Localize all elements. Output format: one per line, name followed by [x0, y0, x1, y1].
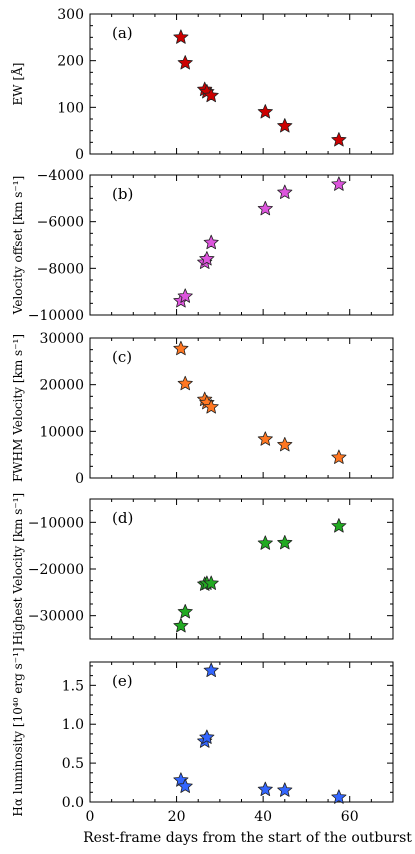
data-point-star	[203, 234, 219, 250]
y-tick-label: 1.5	[62, 678, 84, 694]
y-tick-label: 0	[75, 147, 84, 163]
y-tick-label: 200	[57, 54, 84, 70]
y-tick-label: −6000	[37, 215, 84, 231]
y-tick-label: 10000	[39, 424, 84, 440]
y-tick-label: 1.0	[62, 717, 84, 733]
data-point-star	[203, 575, 219, 590]
panel-label: (a)	[112, 24, 133, 42]
data-point-star	[331, 789, 347, 804]
data-point-star	[257, 200, 273, 216]
y-tick-label: −20000	[28, 562, 84, 578]
panel-b: −10000 −8000 −6000 −4000 Velocity offset [km…	[11, 168, 394, 324]
data-point-star	[257, 104, 273, 119]
y-tick-label: −10000	[28, 308, 84, 324]
y-axis-label: Hα luminosity [10⁴⁰ erg s⁻¹]	[11, 647, 25, 816]
y-axis-label: Highest Velocity [km s⁻¹]	[11, 493, 25, 645]
data-point-star	[277, 436, 293, 452]
y-tick-label: 30000	[39, 331, 84, 347]
panel-frame	[89, 337, 394, 479]
x-axis-label: Rest-frame days from the start of the ou…	[83, 830, 412, 846]
panel-frame	[89, 174, 394, 316]
data-point-star	[177, 604, 193, 619]
data-point-star	[331, 132, 347, 147]
data-point-star	[173, 618, 189, 633]
x-tick-label: 20	[168, 809, 186, 825]
data-point-star	[257, 535, 273, 550]
y-tick-label: −4000	[37, 168, 84, 184]
data-point-star	[331, 518, 347, 533]
panel-frame	[89, 498, 394, 640]
data-point-star	[173, 340, 189, 356]
x-tick-label: 40	[254, 809, 272, 825]
x-tick-label: 60	[341, 809, 359, 825]
data-point-star	[177, 375, 193, 391]
x-tick-label: 0	[86, 809, 95, 825]
panel-label: (b)	[112, 185, 133, 203]
data-point-star	[257, 781, 273, 797]
panel-e: 0.0 0.5 1.0 1.5 Hα luminosity [10⁴⁰ erg s⁻¹]…	[11, 647, 394, 825]
y-tick-label: 300	[57, 7, 84, 23]
panel-frame	[89, 661, 394, 803]
data-point-star	[257, 431, 273, 446]
data-point-star	[177, 288, 193, 303]
y-tick-label: −30000	[28, 609, 84, 625]
data-point-star	[199, 729, 215, 744]
y-tick-label: 0.5	[62, 756, 84, 772]
panel-label: (c)	[112, 348, 132, 366]
data-point-star	[199, 251, 215, 266]
y-axis-label: Velocity offset [km s⁻¹]	[11, 176, 25, 315]
panel-a: 0 100 200 300 EW [Å] (a)	[10, 7, 394, 163]
data-point-star	[203, 87, 219, 103]
panel-frame	[89, 13, 394, 155]
data-point-star	[277, 184, 293, 199]
y-tick-label: 0.0	[62, 795, 84, 811]
data-point-star	[277, 118, 293, 133]
data-point-star	[277, 782, 293, 797]
y-axis-label: EW [Å]	[10, 63, 25, 106]
y-tick-label: −10000	[28, 515, 84, 531]
data-point-star	[203, 662, 219, 678]
panel-label: (e)	[112, 672, 133, 690]
data-point-star	[177, 778, 193, 793]
data-point-star	[277, 534, 293, 550]
y-tick-label: 20000	[39, 378, 84, 394]
data-point-star	[203, 399, 219, 414]
y-tick-label: 0	[75, 471, 84, 487]
y-tick-label: −8000	[37, 261, 84, 277]
data-point-star	[331, 449, 347, 464]
panel-label: (d)	[112, 509, 133, 527]
y-tick-label: 100	[57, 100, 84, 116]
data-point-star	[177, 55, 193, 70]
panel-c: 0 10000 20000 30000 FWHM Velocity [km s⁻¹] (c…	[11, 331, 394, 487]
data-point-star	[173, 29, 189, 44]
data-point-star	[331, 176, 347, 191]
y-axis-label: FWHM Velocity [km s⁻¹]	[11, 334, 25, 482]
